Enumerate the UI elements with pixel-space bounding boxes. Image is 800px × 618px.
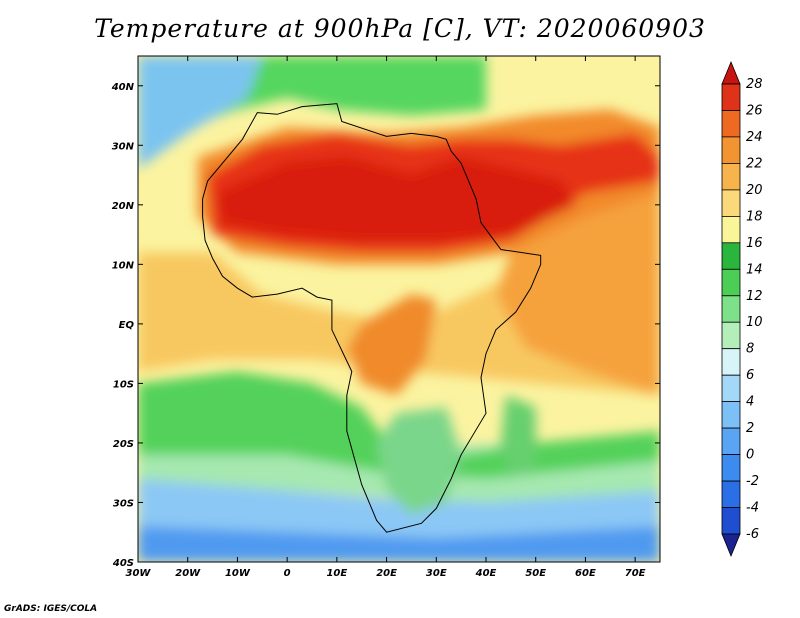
colorbar-label: -6 — [746, 527, 759, 542]
colorbar-label: 28 — [746, 77, 763, 92]
lat-tick-label: 40S — [112, 558, 134, 569]
colorbar-segment — [721, 427, 741, 456]
lon-tick-label: 50E — [525, 568, 546, 579]
lat-tick-label: 30N — [112, 141, 135, 152]
map-frame — [137, 55, 661, 563]
lon-tick-label: 10W — [225, 568, 251, 579]
credit-text: GrADS: IGES/COLA — [4, 604, 98, 614]
lon-tick-label: 20W — [175, 568, 201, 579]
colorbar-segment — [721, 348, 741, 376]
colorbar-segment — [721, 374, 741, 403]
colorbar-segment — [721, 215, 741, 244]
lat-tick-label: 20N — [112, 201, 135, 212]
lon-tick-label: 0 — [284, 568, 291, 579]
colorbar-segment — [721, 136, 741, 164]
colorbar-label: 12 — [746, 289, 763, 304]
lon-tick-label: 10E — [326, 568, 347, 579]
colorbar-label: 26 — [746, 104, 763, 119]
colorbar-label: -4 — [746, 501, 759, 516]
colorbar-segment — [721, 110, 741, 138]
lat-tick-label: 40N — [111, 82, 135, 93]
colorbar-segment — [721, 242, 741, 270]
region-southern-africa-cool — [376, 407, 462, 515]
colorbar-label: 18 — [746, 209, 763, 224]
region-orange-indian-ocean — [495, 175, 660, 396]
colorbar-segment — [721, 480, 741, 509]
colorbar-label: 22 — [746, 156, 763, 171]
colorbar-segment — [721, 454, 741, 482]
temperature-regions — [138, 56, 660, 562]
colorbar-label: 6 — [746, 368, 754, 383]
colorbar-segment — [721, 268, 741, 297]
region-sahara-core — [217, 157, 576, 241]
colorbar-label: 2 — [746, 421, 754, 436]
lon-tick-label: 30W — [126, 568, 152, 579]
colorbar-label: 14 — [746, 262, 763, 277]
colorbar-segment — [721, 162, 741, 191]
colorbar-label: 4 — [746, 395, 754, 410]
colorbar-label: 16 — [746, 236, 763, 251]
colorbar-label: -2 — [746, 474, 759, 489]
lat-tick-label: EQ — [119, 320, 135, 331]
lat-tick-label: 10N — [112, 260, 135, 271]
colorbar-label: 20 — [746, 183, 763, 198]
colorbar-label: 0 — [746, 448, 754, 463]
lat-tick-label: 30S — [113, 498, 134, 509]
region-central-africa-warm — [346, 294, 437, 396]
lon-tick-label: 60E — [575, 568, 596, 579]
colorbar-segment — [721, 83, 741, 111]
region-cool-atlantic-north — [138, 56, 263, 170]
colorbar-bottom-arrow — [721, 533, 741, 558]
colorbar-segment — [721, 189, 741, 217]
lon-tick-label: 70E — [625, 568, 646, 579]
colorbar-label: 10 — [746, 315, 763, 330]
lat-tick-label: 10S — [113, 379, 134, 390]
lon-tick-label: 30E — [426, 568, 447, 579]
africa-coastline — [202, 103, 542, 533]
map-title: Temperature at 900hPa [C], VT: 202006090… — [94, 14, 706, 43]
axis-ticks: 30W 20W 10W 0 10E 20E 30E 40E 50E 60E 70E 40N 30N 20N… — [111, 56, 660, 579]
coastline — [202, 103, 542, 533]
colorbar-label: 24 — [746, 130, 763, 145]
region-madagascar-cool — [500, 395, 536, 479]
colorbar-segment — [721, 321, 741, 350]
colorbar-segment — [721, 295, 741, 323]
lon-tick-label: 40E — [475, 568, 497, 579]
lon-tick-label: 20E — [376, 568, 397, 579]
colorbar-segment — [721, 507, 741, 535]
colorbar-label: 8 — [746, 342, 754, 357]
colorbar-top-arrow — [721, 60, 741, 85]
colorbar-segment — [721, 401, 741, 429]
lat-tick-label: 20S — [113, 439, 134, 450]
